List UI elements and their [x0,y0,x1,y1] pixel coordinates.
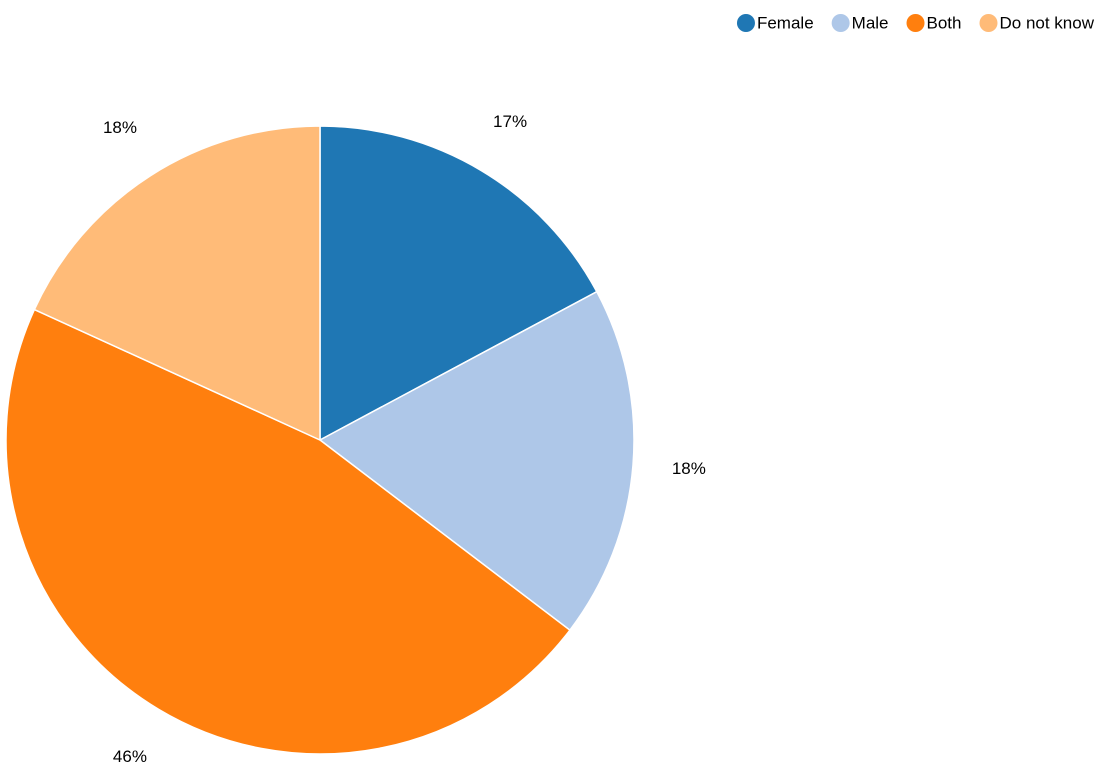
legend: Female Male Both Do not know [736,13,1095,32]
pie-slice [5,308,571,755]
data-label: 46% [113,747,147,766]
pie-slice [33,125,321,442]
legend-label: Female [757,13,814,32]
data-label: 17% [493,112,527,131]
pie-slice [318,290,635,632]
data-label: 18% [672,459,706,478]
pie-slice [319,125,598,442]
legend-swatch [979,14,998,32]
legend-swatch [736,14,755,32]
legend-swatch [831,14,850,32]
legend-swatch [906,14,925,32]
data-label: 18% [103,118,137,137]
legend-label: Do not know [1000,13,1095,32]
legend-label: Both [927,13,962,32]
legend-label: Male [852,13,889,32]
